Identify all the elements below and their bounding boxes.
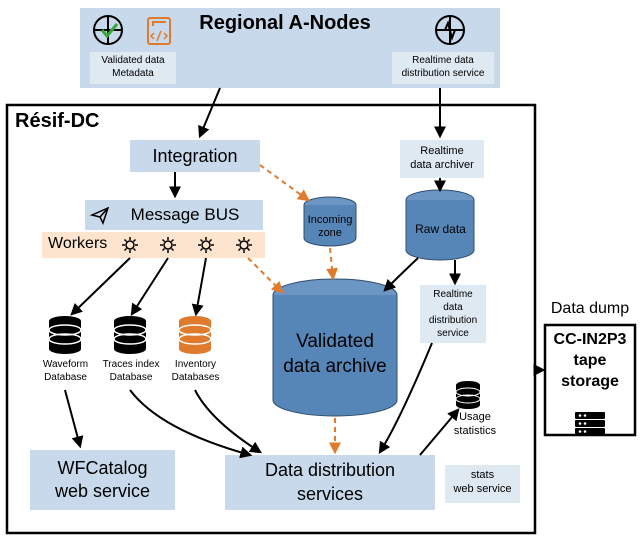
- db-waveform: [49, 316, 81, 354]
- header-realtime-label: Realtime data distribution service: [392, 54, 494, 80]
- db-usage: [456, 381, 480, 409]
- stats-ws-box: stats web service: [445, 468, 520, 497]
- usage-stats-label: Usage statistics: [445, 410, 505, 439]
- workers-label: Workers: [48, 235, 107, 253]
- header-title: Regional A-Nodes: [185, 12, 385, 35]
- rawdata-label: Raw data: [413, 222, 468, 236]
- rt-archiver-box: Realtime data archiver: [400, 144, 484, 173]
- data-dist-box: Data distribution services: [225, 455, 435, 510]
- db-traces-label: Traces index Database: [100, 358, 162, 384]
- db-inventory: [179, 316, 211, 354]
- db-inventory-label: Inventory Databases: [168, 358, 223, 384]
- rt-dist-box: Realtime data distribution service: [420, 288, 486, 340]
- db-traces: [114, 316, 146, 354]
- integration-box: Integration: [130, 140, 260, 172]
- message-bus-box: Message BUS: [110, 203, 260, 227]
- validated-archive-label: Validated data archive: [275, 330, 395, 379]
- incoming-label: Incoming zone: [305, 214, 355, 240]
- wfcatalog-box: WFCatalog web service: [30, 450, 175, 510]
- header-validated-label: Validated data Metadata: [90, 54, 176, 80]
- db-waveform-label: Waveform Database: [38, 358, 93, 384]
- main-label: Résif-DC: [15, 110, 99, 133]
- data-dump-label: Data dump: [545, 300, 635, 318]
- cc-in2p3-box: CC-IN2P3 tape storage: [545, 330, 635, 392]
